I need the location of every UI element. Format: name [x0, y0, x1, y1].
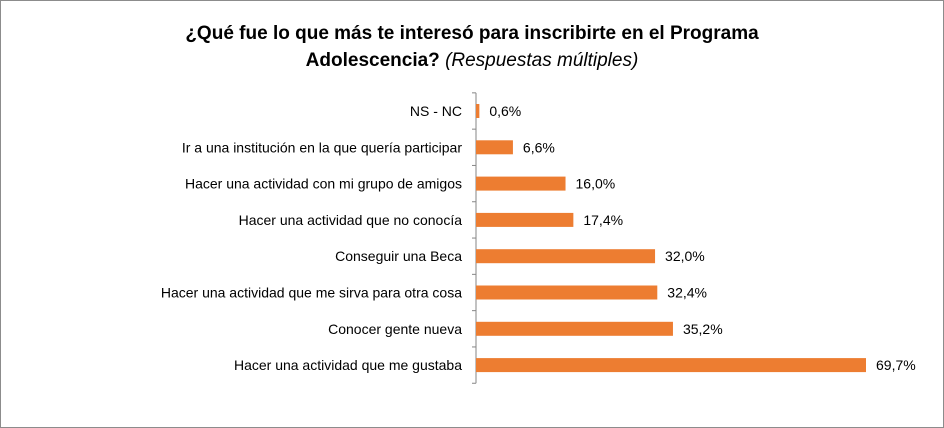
value-label: 69,7%	[876, 357, 916, 373]
bar	[476, 249, 656, 264]
bar	[476, 285, 658, 300]
category-label: Hacer una actividad que me gustaba	[234, 357, 462, 373]
category-label: Conocer gente nueva	[328, 321, 462, 337]
value-label: 16,0%	[576, 176, 616, 192]
bar	[476, 358, 866, 373]
chart-title: ¿Qué fue lo que más te interesó para ins…	[0, 20, 944, 74]
category-label: Hacer una actividad con mi grupo de amig…	[185, 176, 462, 192]
bars-layer	[476, 104, 866, 373]
category-labels: NS - NC Ir a una institución en la que qu…	[161, 103, 463, 373]
category-label: Ir a una institución en la que quería pa…	[182, 139, 463, 155]
value-labels: 0,6% 6,6% 16,0% 17,4% 32,0% 32,4% 35,2% 69,7%	[489, 103, 915, 373]
bar	[476, 212, 574, 227]
bar	[476, 104, 480, 118]
value-label: 32,0%	[665, 248, 705, 264]
value-label: 35,2%	[683, 321, 723, 337]
axis-layer	[472, 92, 477, 384]
value-label: 0,6%	[489, 103, 521, 119]
category-label: Conseguir una Beca	[335, 248, 462, 264]
value-label: 32,4%	[667, 285, 707, 301]
bar	[476, 176, 566, 191]
chart-subtitle: (Respuestas múltiples)	[445, 50, 639, 71]
value-label: 6,6%	[523, 139, 555, 155]
category-label: NS - NC	[410, 103, 462, 119]
bar	[476, 321, 673, 336]
category-label: Hacer una actividad que me sirva para ot…	[161, 285, 462, 301]
chart-title-main: Adolescencia?	[305, 50, 440, 71]
chart-title-line-2: Adolescencia? (Respuestas múltiples)	[0, 47, 944, 74]
value-label: 17,4%	[583, 212, 623, 228]
bar	[476, 140, 513, 155]
chart-title-line-1: ¿Qué fue lo que más te interesó para ins…	[185, 23, 759, 44]
category-label: Hacer una actividad que no conocía	[239, 212, 463, 228]
